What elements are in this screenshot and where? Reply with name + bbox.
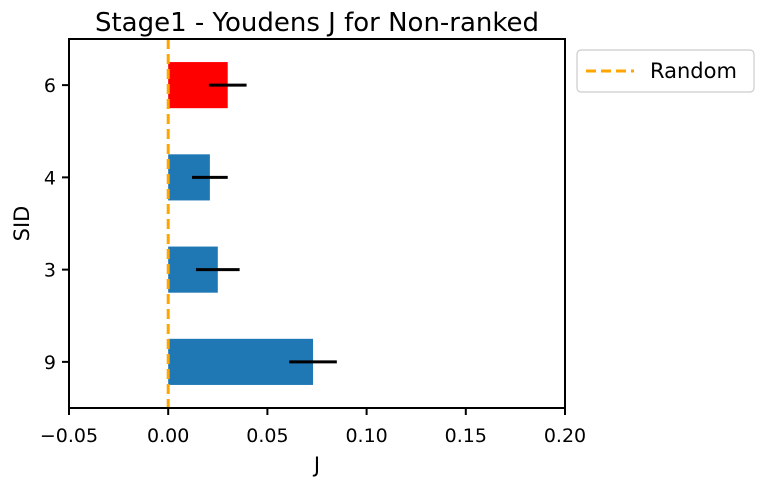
plot-frame bbox=[68, 38, 566, 409]
x-tick-label: −0.05 bbox=[40, 425, 98, 447]
y-tick-label: 6 bbox=[44, 75, 56, 97]
x-tick-label: 0.15 bbox=[445, 425, 487, 447]
legend-box bbox=[576, 49, 755, 93]
error-bars-layer bbox=[192, 83, 337, 364]
x-tick-label: 0.00 bbox=[147, 425, 189, 447]
y-tick-label: 4 bbox=[44, 167, 56, 189]
x-axis-label: J bbox=[312, 453, 320, 477]
y-axis-ticks: 9 3 4 6 bbox=[44, 75, 69, 374]
x-tick-label: 0.05 bbox=[246, 425, 288, 447]
legend: Random bbox=[576, 49, 755, 93]
x-tick-label: 0.20 bbox=[544, 425, 586, 447]
x-axis-ticks: −0.05 0.00 0.05 0.10 0.15 0.20 bbox=[40, 408, 586, 447]
y-tick-label: 9 bbox=[44, 352, 56, 374]
x-tick-label: 0.10 bbox=[345, 425, 387, 447]
y-tick-label: 3 bbox=[44, 260, 56, 282]
legend-label-random: Random bbox=[650, 59, 737, 83]
y-axis-label: SID bbox=[10, 206, 34, 242]
bars-layer bbox=[168, 62, 314, 385]
bar-sid-9 bbox=[168, 338, 314, 385]
chart-title: Stage1 - Youdens J for Non-ranked bbox=[95, 8, 539, 38]
